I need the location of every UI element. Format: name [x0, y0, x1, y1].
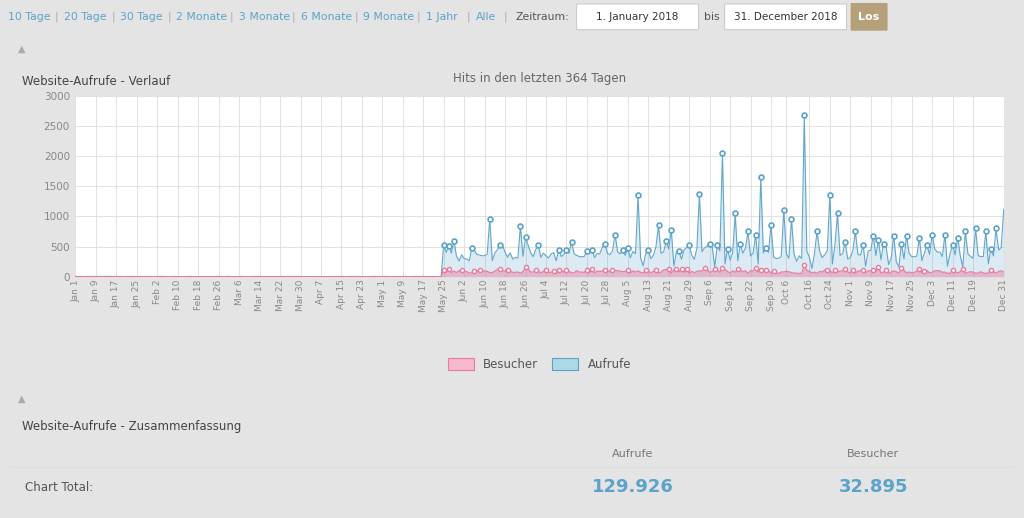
FancyBboxPatch shape — [577, 4, 698, 30]
FancyBboxPatch shape — [851, 3, 888, 31]
Text: 2 Monate: 2 Monate — [176, 12, 227, 22]
Text: 32.895: 32.895 — [839, 479, 908, 496]
Text: 31. December 2018: 31. December 2018 — [734, 12, 838, 22]
Text: |: | — [229, 11, 233, 22]
Legend: Besucher, Aufrufe: Besucher, Aufrufe — [443, 353, 636, 376]
Text: |: | — [467, 11, 470, 22]
Text: ▲: ▲ — [18, 44, 26, 54]
Text: 1 Jahr: 1 Jahr — [426, 12, 458, 22]
Text: bis: bis — [703, 12, 719, 22]
Text: Website-Aufrufe - Verlauf: Website-Aufrufe - Verlauf — [23, 75, 171, 88]
Text: |: | — [504, 11, 508, 22]
Text: |: | — [167, 11, 171, 22]
Text: 20 Tage: 20 Tage — [65, 12, 106, 22]
Text: |: | — [55, 11, 58, 22]
Text: |: | — [112, 11, 115, 22]
Text: 3 Monate: 3 Monate — [239, 12, 290, 22]
Text: Aufrufe: Aufrufe — [611, 450, 653, 459]
Text: ▲: ▲ — [18, 394, 26, 404]
Text: 30 Tage: 30 Tage — [120, 12, 163, 22]
Text: Website-Aufrufe - Zusammenfassung: Website-Aufrufe - Zusammenfassung — [23, 420, 242, 433]
Text: |: | — [292, 11, 296, 22]
Text: Hits in den letzten 364 Tagen: Hits in den letzten 364 Tagen — [453, 73, 626, 85]
FancyBboxPatch shape — [725, 4, 847, 30]
Text: 129.926: 129.926 — [592, 479, 674, 496]
Text: Besucher: Besucher — [847, 450, 899, 459]
Text: 9 Monate: 9 Monate — [364, 12, 415, 22]
Text: |: | — [417, 11, 421, 22]
Text: 6 Monate: 6 Monate — [301, 12, 352, 22]
Text: 10 Tage: 10 Tage — [8, 12, 50, 22]
Text: Chart Total:: Chart Total: — [26, 481, 93, 494]
Text: 1. January 2018: 1. January 2018 — [596, 12, 679, 22]
Text: Alle: Alle — [476, 12, 496, 22]
Text: Zeitraum:: Zeitraum: — [516, 12, 569, 22]
Text: |: | — [354, 11, 358, 22]
Text: Los: Los — [858, 12, 880, 22]
